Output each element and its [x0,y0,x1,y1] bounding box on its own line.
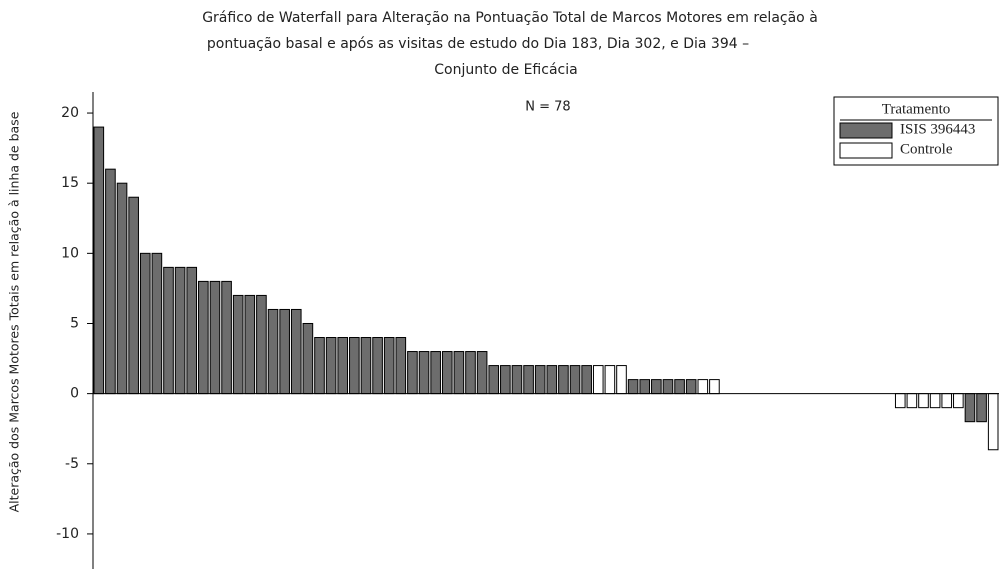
bar [651,379,662,395]
bar [314,337,325,395]
chart-title-line: pontuação basal e após as visitas de est… [207,36,749,52]
bar [581,365,592,395]
bar [256,294,267,395]
bar [407,351,418,395]
y-axis-label: Alteração dos Marcos Motores Totais em r… [7,111,22,512]
bar [894,393,906,409]
bar [279,308,290,395]
bar [93,126,105,395]
bar [151,252,163,395]
y-tick-label: -5 [65,456,79,472]
bar [232,294,244,395]
bar [209,280,221,395]
bar [697,379,709,395]
bar [941,393,953,409]
bar [430,351,441,395]
annotation: N = 78 [525,100,570,115]
bar [906,393,918,409]
bar [616,365,627,395]
y-tick-label: 5 [70,315,79,331]
bar [488,365,500,395]
bar [569,365,581,395]
legend-label: Controle [900,141,953,157]
bar [128,196,139,395]
bar [476,351,488,395]
y-tick-label: 10 [61,245,79,261]
bar [709,379,720,395]
bar [511,365,523,395]
bar [116,182,128,395]
bar [453,351,465,395]
bar [372,337,383,395]
bar [221,280,232,395]
y-tick-label: 20 [61,105,79,121]
bar [360,337,372,395]
bar [349,337,360,395]
bar [953,393,964,409]
bar [546,365,558,395]
y-tick-label: 15 [61,175,79,191]
bar [395,337,407,395]
bar [174,266,186,395]
bar [604,365,616,395]
legend-label: ISIS 396443 [900,121,975,137]
legend-swatch [839,142,893,159]
bar [337,337,349,395]
chart-title-line: Gráfico de Waterfall para Alteração na P… [202,10,818,26]
bar [592,365,604,395]
bar [523,365,534,395]
bar [627,379,639,395]
bar [139,252,151,395]
bar [244,294,256,395]
bar [441,351,453,395]
bar [465,351,476,395]
legend-title: Tratamento [882,101,951,117]
bar [198,280,209,395]
bar [267,308,279,395]
bar [325,337,337,395]
bar [500,365,511,395]
bar [929,393,941,409]
bar [964,393,976,423]
bar [290,308,302,395]
bar [685,379,697,395]
bar [674,379,685,395]
bar [558,365,569,395]
bar [302,322,314,395]
chart-title-line: Conjunto de Eficácia [434,62,577,78]
y-tick-label: 0 [70,386,79,402]
bar [383,337,395,395]
bar [987,393,999,451]
bar [662,379,674,395]
bar [976,393,987,423]
bar [639,379,651,395]
bar [163,266,174,395]
bar [105,168,116,395]
bar [534,365,546,395]
bar [186,266,198,395]
bar [418,351,430,395]
bar [918,393,929,409]
y-tick-label: -10 [56,526,79,542]
legend-swatch [839,122,893,139]
